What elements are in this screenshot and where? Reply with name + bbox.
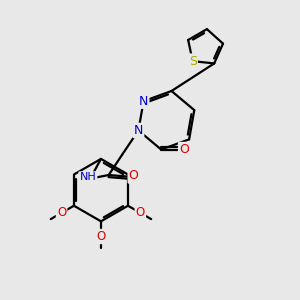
Text: NH: NH — [80, 172, 96, 182]
Text: O: O — [129, 169, 139, 182]
Text: S: S — [189, 55, 197, 68]
Text: O: O — [57, 206, 66, 219]
Text: O: O — [96, 230, 106, 243]
Text: O: O — [179, 143, 189, 156]
Text: N: N — [134, 124, 143, 137]
Text: N: N — [139, 95, 148, 108]
Text: O: O — [136, 206, 145, 219]
